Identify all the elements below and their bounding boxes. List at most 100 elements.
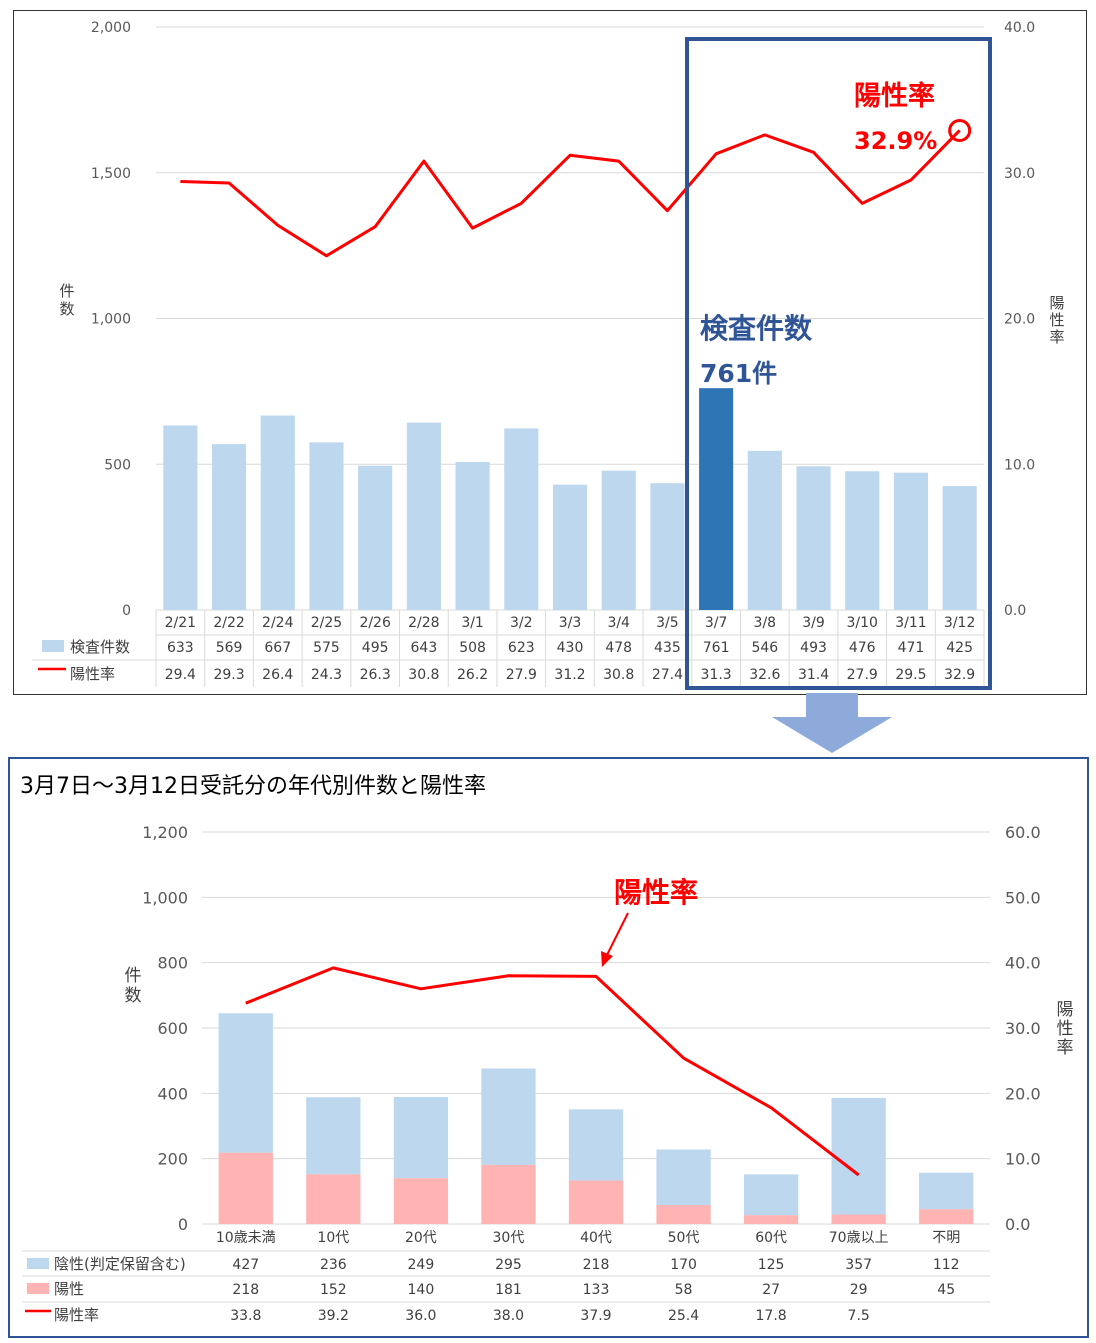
count-legend-swatch xyxy=(42,640,64,652)
positive-legend-swatch xyxy=(27,1283,49,1294)
x-category-label: 2/21 xyxy=(165,615,196,631)
rate-value-label: 31.3 xyxy=(701,667,732,683)
y-left-axis-label-char: 数 xyxy=(59,300,74,318)
x-category-label: 3/9 xyxy=(802,615,825,631)
rate-value-label: 27.9 xyxy=(506,667,537,683)
count-bar xyxy=(845,471,880,610)
rate-value-label: 29.4 xyxy=(165,667,196,683)
rate-value-label: 29.5 xyxy=(895,667,926,683)
count-bar xyxy=(650,483,685,610)
count-value-label: 623 xyxy=(508,640,535,656)
negative-bar xyxy=(481,1068,536,1165)
left-tick-label: 400 xyxy=(157,1084,188,1103)
negative-value-label: 236 xyxy=(320,1257,347,1273)
positive-value-label: 181 xyxy=(495,1282,522,1298)
y-right-axis-label-char: 性 xyxy=(1049,311,1064,329)
positive-value-label: 29 xyxy=(850,1282,868,1298)
negative-bar xyxy=(306,1097,361,1175)
right-tick-label: 0.0 xyxy=(1004,603,1026,619)
x-category-label: 30代 xyxy=(493,1230,525,1246)
x-category-label: 3/4 xyxy=(607,615,630,631)
rate-value-label: 27.9 xyxy=(847,667,878,683)
right-tick-label: 30.0 xyxy=(1004,166,1035,182)
x-category-label: 3/1 xyxy=(461,615,484,631)
left-tick-label: 500 xyxy=(104,457,131,473)
right-tick-label: 30.0 xyxy=(1005,1019,1041,1038)
x-category-label: 2/25 xyxy=(311,615,342,631)
count-bar xyxy=(358,465,393,610)
count-bar xyxy=(406,422,441,610)
y-right-axis-label-char: 性 xyxy=(1057,1019,1074,1039)
rate-value-label: 24.3 xyxy=(311,667,342,683)
count-bar xyxy=(212,444,247,610)
x-category-label: 2/24 xyxy=(262,615,294,631)
top-chart-panel: 2,000 1,500 1,000 500 0 40.0 30.0 20.0 10.0 0.0 件数… xyxy=(13,10,1087,695)
y-right-axis-label: 陽性率 xyxy=(1049,294,1064,346)
count-value-label: 495 xyxy=(362,640,389,656)
right-tick-label: 40.0 xyxy=(1005,954,1041,973)
positive-value-label: 152 xyxy=(320,1282,347,1298)
left-tick-label: 1,500 xyxy=(91,166,131,182)
y-right-axis-label: 陽性率 xyxy=(1057,1000,1074,1058)
y-right-axis-label-char: 率 xyxy=(1057,1038,1074,1058)
left-tick-label: 600 xyxy=(157,1019,188,1038)
top-chart: 2,000 1,500 1,000 500 0 40.0 30.0 20.0 10.0 0.0 件数… xyxy=(32,20,1065,690)
count-bar xyxy=(699,388,734,610)
x-category-label: 10歳未満 xyxy=(216,1230,276,1246)
count-bar xyxy=(552,484,588,610)
right-tick-label: 60.0 xyxy=(1005,823,1041,842)
right-tick-label: 10.0 xyxy=(1005,1150,1041,1169)
x-category-label: 60代 xyxy=(755,1230,787,1246)
right-tick-label: 10.0 xyxy=(1004,457,1035,473)
count-value-label: 476 xyxy=(849,640,876,656)
count-value-label: 435 xyxy=(654,640,681,656)
positive-bar xyxy=(306,1174,361,1224)
count-bar xyxy=(893,472,928,610)
negative-value-label: 218 xyxy=(583,1257,610,1273)
x-category-label: 3/8 xyxy=(754,615,777,631)
y-left-axis-label: 件数 xyxy=(125,966,142,1006)
positive-bar xyxy=(831,1214,886,1224)
highlight-box xyxy=(685,37,992,690)
left-tick-label: 0 xyxy=(178,1215,188,1234)
left-tick-label: 2,000 xyxy=(91,20,131,36)
rate-row-label: 陽性率 xyxy=(70,665,115,683)
annotation-arrow-shaft xyxy=(605,912,629,958)
count-value-label: 667 xyxy=(264,640,291,656)
count-bar xyxy=(309,442,344,610)
right-tick-label: 20.0 xyxy=(1005,1084,1041,1103)
negative-value-label: 170 xyxy=(670,1257,697,1273)
x-category-label: 70歳以上 xyxy=(829,1230,889,1246)
x-category-label: 10代 xyxy=(317,1230,349,1246)
x-category-label: 2/26 xyxy=(359,615,391,631)
positive-value-label: 140 xyxy=(408,1282,435,1298)
x-category-label: 2/22 xyxy=(213,615,244,631)
count-value-label: 633 xyxy=(167,640,194,656)
bottom-chart-title: 3月7日～3月12日受託分の年代別件数と陽性率 xyxy=(20,774,486,799)
y-left-axis-label-char: 数 xyxy=(125,986,142,1006)
x-category-label: 不明 xyxy=(932,1230,960,1246)
bottom-chart: 3月7日～3月12日受託分の年代別件数と陽性率 1,200 1,000 800 600 4… xyxy=(20,774,1074,1324)
positive-value-label: 27 xyxy=(762,1282,780,1298)
positive-bar xyxy=(393,1178,449,1224)
negative-value-label: 249 xyxy=(408,1257,435,1273)
count-value-label: 425 xyxy=(946,640,973,656)
x-category-label: 40代 xyxy=(580,1230,612,1246)
count-bar xyxy=(455,461,490,610)
rate-value-label: 31.2 xyxy=(554,667,585,683)
left-tick-label: 1,000 xyxy=(91,312,131,328)
x-category-label: 3/7 xyxy=(705,615,728,631)
y-left-axis-label: 件数 xyxy=(59,282,74,318)
positive-value-label: 45 xyxy=(937,1282,955,1298)
positive-value-label: 58 xyxy=(675,1282,693,1298)
negative-bar xyxy=(218,1013,273,1153)
annotation-arrowhead-icon xyxy=(601,951,613,967)
rate-line xyxy=(245,966,860,1177)
left-tick-label: 0 xyxy=(122,603,131,619)
count-bar xyxy=(601,470,636,610)
left-tick-label: 800 xyxy=(157,954,188,973)
positive-value-label: 133 xyxy=(583,1282,610,1298)
rate-annotation-title: 陽性率 xyxy=(854,80,935,112)
count-row-label: 検査件数 xyxy=(70,638,130,656)
rate-value-label: 17.8 xyxy=(756,1308,787,1324)
